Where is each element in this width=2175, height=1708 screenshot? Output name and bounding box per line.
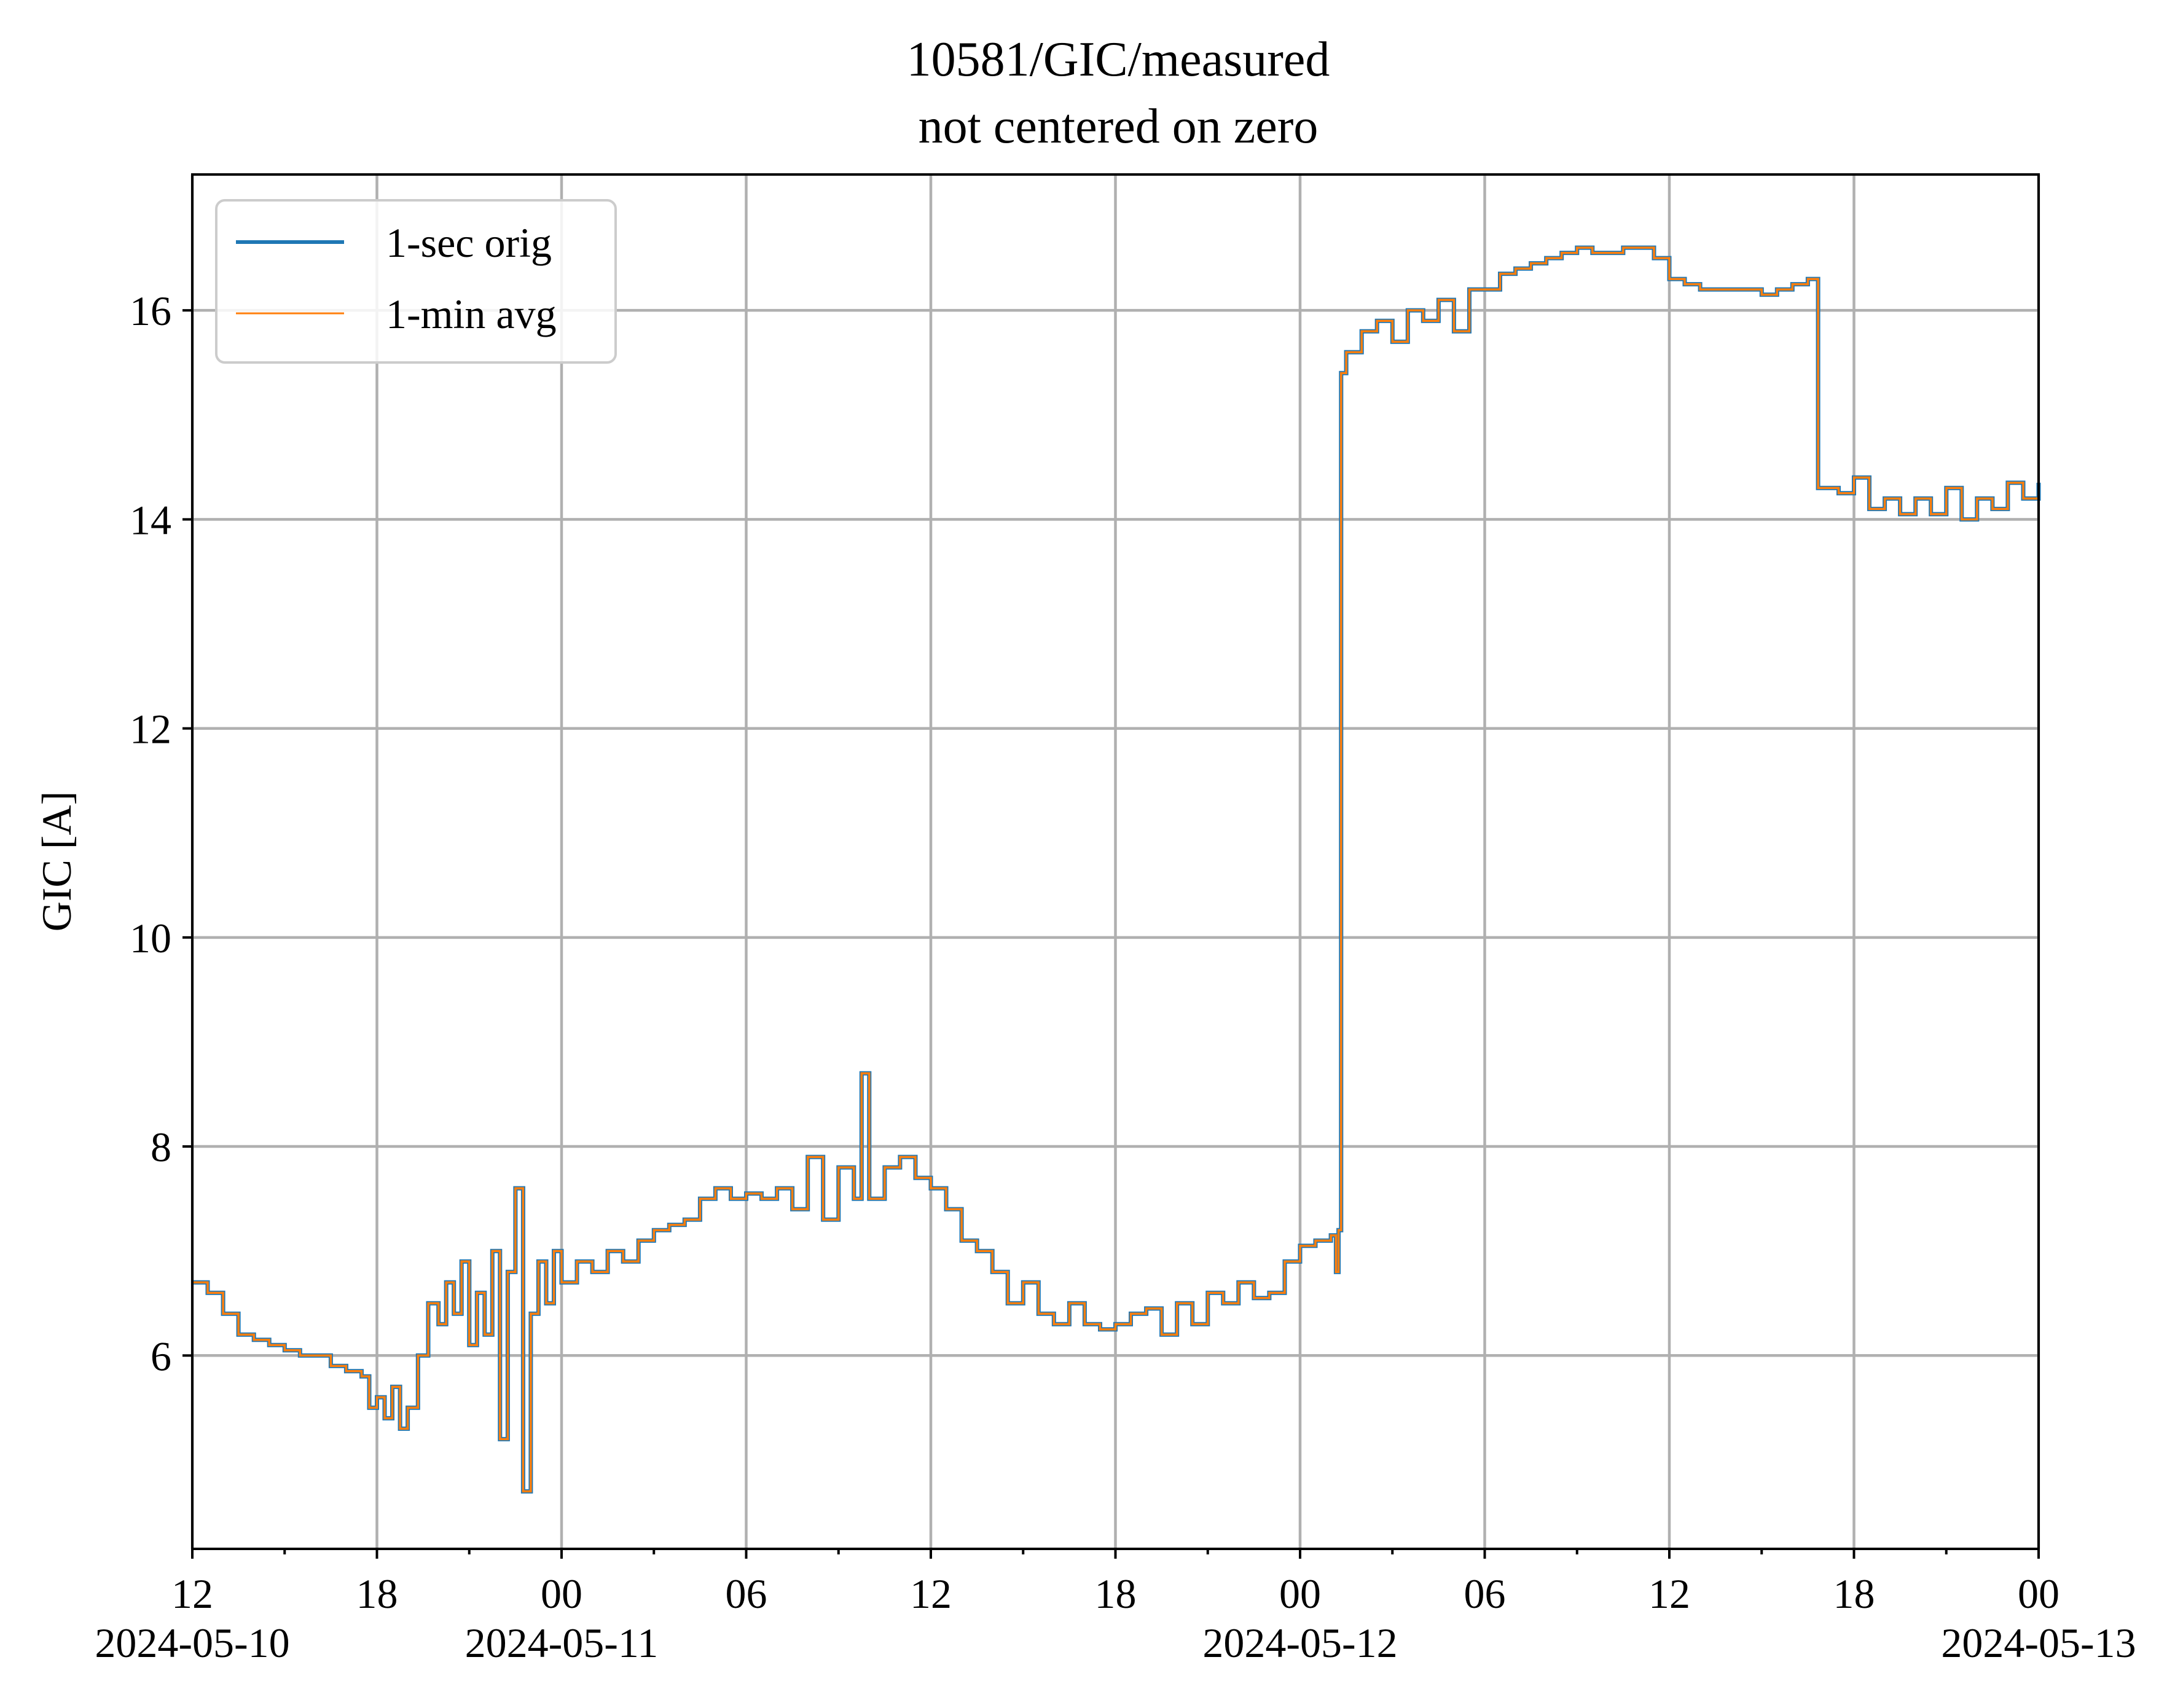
x-tick-label: 18 <box>1833 1570 1875 1617</box>
x-tick-label: 18 <box>356 1570 398 1617</box>
x-tick-label: 06 <box>1464 1570 1506 1617</box>
y-tick-label: 16 <box>130 288 171 334</box>
x-tick-label: 12 <box>1648 1570 1690 1617</box>
x-tick-label: 18 <box>1095 1570 1137 1617</box>
x-tick-label: 12 <box>171 1570 213 1617</box>
x-tick-date-label: 2024-05-13 <box>1941 1620 2136 1666</box>
series-line-1-min-avg <box>192 246 2040 1493</box>
legend: 1-sec orig 1-min avg <box>215 199 617 364</box>
x-tick-label: 00 <box>1279 1570 1321 1617</box>
y-tick-label: 12 <box>130 706 171 753</box>
y-axis: 6 8 10 12 14 16 <box>130 288 192 1379</box>
legend-label-1-min-avg: 1-min avg <box>386 291 557 337</box>
x-tick-label: 06 <box>726 1570 767 1617</box>
x-tick-date-label: 2024-05-12 <box>1202 1620 1397 1666</box>
y-axis-label: GIC [A] <box>33 791 80 932</box>
y-tick-label: 6 <box>151 1333 171 1379</box>
x-tick-label: 00 <box>2018 1570 2059 1617</box>
data-series <box>192 245 2041 1494</box>
x-tick-date-label: 2024-05-11 <box>465 1620 659 1666</box>
x-tick-date-label: 2024-05-10 <box>95 1620 289 1666</box>
legend-label-1-sec-orig: 1-sec orig <box>386 219 552 266</box>
x-tick-label: 00 <box>541 1570 582 1617</box>
chart-subtitle: not centered on zero <box>919 100 1319 154</box>
y-tick-label: 14 <box>130 496 171 543</box>
y-tick-label: 10 <box>130 915 171 962</box>
chart-title: 10581/GIC/measured <box>907 33 1330 87</box>
y-tick-label: 8 <box>151 1124 171 1170</box>
x-tick-label: 12 <box>910 1570 952 1617</box>
